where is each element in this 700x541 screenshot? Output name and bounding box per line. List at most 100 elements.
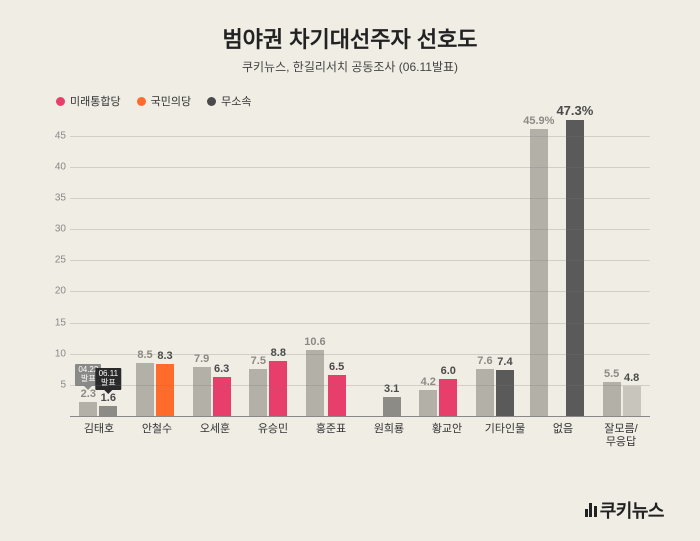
- bar-group: 10.6 6.5: [297, 117, 354, 416]
- y-tick-label: 5: [50, 379, 66, 390]
- x-axis-labels: 김태호안철수오세훈유승민홍준표원희룡황교안기타인물없음잘모름/ 무응답: [70, 417, 650, 447]
- gridline: [70, 229, 650, 230]
- bar: [566, 120, 584, 416]
- y-tick-label: 15: [50, 317, 66, 328]
- y-tick-label: 40: [50, 161, 66, 172]
- bar-value-label: 5.5: [604, 368, 619, 380]
- gridline: [70, 354, 650, 355]
- bar-wrap: 7.4: [496, 356, 514, 416]
- watermark-text: 쿠키뉴스: [600, 501, 664, 521]
- legend-dot-icon: [56, 97, 65, 106]
- bar-wrap: 4.8: [623, 372, 641, 416]
- bar-value-label: 7.4: [497, 356, 512, 368]
- bar-value-label: 6.0: [441, 365, 456, 377]
- bar: [269, 361, 287, 416]
- y-tick-label: 30: [50, 224, 66, 235]
- bar-wrap: 6.5: [328, 361, 346, 416]
- bar: [213, 377, 231, 416]
- bar: [99, 406, 117, 416]
- bar-value-label: 10.6: [304, 336, 325, 348]
- bar-wrap: 3.1: [383, 383, 401, 416]
- bar-wrap: 6.0: [439, 365, 457, 417]
- x-axis-label: 기타인물: [476, 417, 534, 447]
- bar-date-tag: 06.11 발표: [96, 368, 121, 390]
- bar-wrap: 6.3: [213, 363, 231, 416]
- bar-value-label: 7.5: [251, 355, 266, 367]
- plot-inner: 04.22 발표2.306.11 발표1.68.58.37.96.37.58.8…: [70, 117, 650, 417]
- x-axis-label: 원희룡: [360, 417, 418, 447]
- bar: [193, 367, 211, 416]
- bar: [496, 370, 514, 416]
- bar-value-label: 8.3: [157, 350, 172, 362]
- bar-group: 8.5 8.3: [127, 117, 184, 416]
- gridline: [70, 136, 650, 137]
- x-axis-label: 잘모름/ 무응답: [592, 417, 650, 447]
- gridline: [70, 385, 650, 386]
- bar-group: 3.1: [353, 117, 410, 416]
- bar-wrap: 4.2: [419, 376, 437, 416]
- gridline: [70, 198, 650, 199]
- legend-label: 국민의당: [151, 93, 191, 109]
- bar-group: 5.5 4.8: [593, 117, 650, 416]
- x-axis-label: 오세훈: [186, 417, 244, 447]
- legend-item: 국민의당: [137, 93, 191, 109]
- bar: [79, 402, 97, 416]
- bar-value-label: 47.3%: [556, 103, 593, 118]
- legend-label: 무소속: [221, 93, 251, 109]
- bar-value-label: 45.9%: [523, 115, 554, 127]
- bar-wrap: 8.5: [136, 349, 154, 416]
- y-tick-label: 20: [50, 286, 66, 297]
- gridline: [70, 291, 650, 292]
- legend-dot-icon: [207, 97, 216, 106]
- y-tick-label: 35: [50, 192, 66, 203]
- bar-value-label: 4.2: [421, 376, 436, 388]
- bar: [383, 397, 401, 416]
- bar-groups: 04.22 발표2.306.11 발표1.68.58.37.96.37.58.8…: [70, 117, 650, 416]
- bar-group: 7.6 7.4: [467, 117, 524, 416]
- bar-value-label: 6.5: [329, 361, 344, 373]
- bar-group: 45.9%47.3%: [523, 117, 593, 416]
- gridline: [70, 323, 650, 324]
- gridline: [70, 260, 650, 261]
- chart-container: 범야권 차기대선주자 선호도 쿠키뉴스, 한길리서치 공동조사 (06.11발표…: [0, 0, 700, 447]
- bar-group: 7.58.8: [240, 117, 297, 416]
- bar-group: 4.2 6.0: [410, 117, 467, 416]
- bar: [419, 390, 437, 416]
- chart-subtitle: 쿠키뉴스, 한길리서치 공동조사 (06.11발표): [50, 58, 650, 75]
- watermark-icon: [585, 503, 597, 517]
- legend-label: 미래통합당: [70, 93, 121, 109]
- watermark: 쿠키뉴스: [585, 497, 664, 523]
- plot-area: 04.22 발표2.306.11 발표1.68.58.37.96.37.58.8…: [50, 117, 650, 447]
- bar-wrap: 04.22 발표2.3: [79, 388, 97, 416]
- bar: [249, 369, 267, 416]
- bar-wrap: 8.8: [269, 347, 287, 416]
- bar-value-label: 8.5: [137, 349, 152, 361]
- y-tick-label: 25: [50, 255, 66, 266]
- bar-value-label: 6.3: [214, 363, 229, 375]
- bar-wrap: 10.6: [304, 336, 325, 416]
- y-tick-label: 45: [50, 130, 66, 141]
- x-axis-label: 홍준표: [302, 417, 360, 447]
- legend-item: 무소속: [207, 93, 251, 109]
- x-axis-label: 유승민: [244, 417, 302, 447]
- bar: [156, 364, 174, 416]
- bar: [136, 363, 154, 416]
- legend-dot-icon: [137, 97, 146, 106]
- bar: [306, 350, 324, 416]
- bar-wrap: 06.11 발표1.6: [99, 392, 117, 416]
- bar: [530, 129, 548, 416]
- bar: [328, 375, 346, 416]
- x-axis-label: 김태호: [70, 417, 128, 447]
- bar-value-label: 4.8: [624, 372, 639, 384]
- bar: [476, 369, 494, 417]
- bar-group: 7.96.3: [183, 117, 240, 416]
- x-axis-label: 안철수: [128, 417, 186, 447]
- x-axis-label: 황교안: [418, 417, 476, 447]
- bar-value-label: 7.6: [477, 355, 492, 367]
- bar-wrap: 5.5: [603, 368, 621, 416]
- bar-group: 04.22 발표2.306.11 발표1.6: [70, 117, 127, 416]
- bar-wrap: 8.3: [156, 350, 174, 416]
- chart-title: 범야권 차기대선주자 선호도: [50, 22, 650, 54]
- bar: [623, 386, 641, 416]
- bar-wrap: 45.9%: [523, 115, 554, 416]
